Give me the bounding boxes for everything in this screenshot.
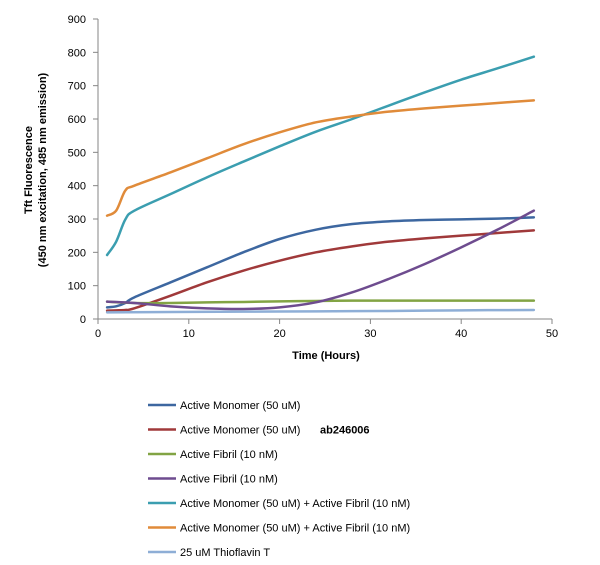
plot-area: 0 100 200 300 400 500 600 700 800 900 0 10 20 30 40 50 — [68, 14, 558, 340]
legend-label-4: Active Fibril (10 nM) — [180, 474, 278, 486]
legend-label-3: Active Fibril (10 nM) — [180, 449, 278, 461]
y-tick-label: 100 — [68, 281, 86, 293]
y-tick-label: 200 — [68, 247, 86, 259]
series-line-6 — [105, 99, 536, 217]
legend-label-1: Active Monomer (50 uM) — [180, 400, 300, 412]
legend-label-7: 25 uM Thioflavin T — [180, 547, 270, 559]
y-tick-label: 700 — [68, 81, 86, 93]
y-axis-title: Tft Fluorescence (450 nm excitation, 485… — [23, 72, 49, 267]
x-tick-label: 10 — [183, 328, 195, 340]
y-axis-title-line2: (450 nm excitation, 485 nm emission) — [37, 72, 49, 267]
series-line-1 — [105, 216, 536, 309]
x-tick-label: 20 — [273, 328, 285, 340]
x-tick-label: 50 — [546, 328, 558, 340]
series-line-3 — [105, 299, 536, 305]
legend-extra-label-2: ab246006 — [320, 425, 370, 437]
series-line-4 — [105, 209, 536, 311]
series-line-5 — [105, 55, 536, 257]
y-tick-label: 0 — [80, 314, 86, 326]
series-line-7 — [105, 308, 536, 314]
series-line-2 — [105, 229, 536, 312]
x-tick-label: 30 — [364, 328, 376, 340]
legend-label-5: Active Monomer (50 uM) + Active Fibril (… — [180, 498, 410, 510]
legend: Active Monomer (50 uM) Active Monomer (50… — [148, 400, 410, 559]
legend-label-6: Active Monomer (50 uM) + Active Fibril (… — [180, 523, 410, 535]
y-tick-label: 800 — [68, 47, 86, 59]
x-tick-label: 0 — [95, 328, 101, 340]
y-tick-label: 500 — [68, 147, 86, 159]
y-tick-label: 300 — [68, 214, 86, 226]
legend-label-2: Active Monomer (50 uM) — [180, 425, 300, 437]
y-axis-title-line1: Tft Fluorescence — [23, 126, 35, 214]
x-tick-label: 40 — [455, 328, 467, 340]
y-tick-label: 900 — [68, 14, 86, 26]
y-tick-label: 400 — [68, 181, 86, 193]
y-tick-label: 600 — [68, 114, 86, 126]
x-axis-title: Time (Hours) — [292, 350, 360, 362]
